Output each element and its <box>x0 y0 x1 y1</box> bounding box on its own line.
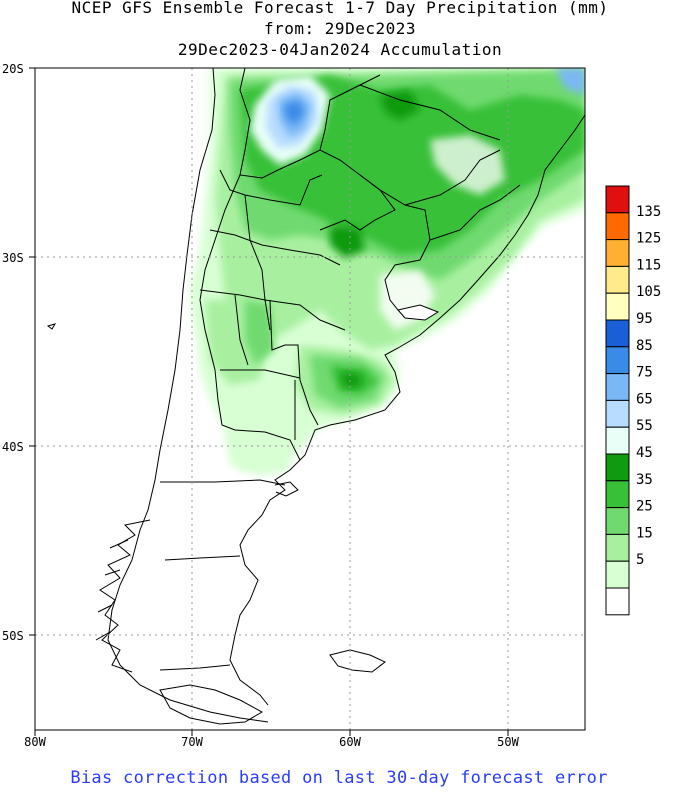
lat-label: 30S <box>2 251 24 265</box>
tierra-del-fuego <box>159 684 264 725</box>
legend-swatch <box>605 212 630 241</box>
legend-swatch <box>605 426 630 455</box>
province-border <box>159 664 231 671</box>
lon-label: 50W <box>497 735 519 749</box>
legend-label: 115 <box>636 257 661 273</box>
national-border <box>359 174 431 311</box>
lat-label: 20S <box>2 62 24 76</box>
province-border <box>160 479 286 486</box>
legend-label: 45 <box>636 445 653 461</box>
legend-swatch <box>605 453 630 482</box>
legend-swatch <box>605 560 630 589</box>
legend-swatch <box>605 587 630 616</box>
legend-label: 85 <box>636 338 653 354</box>
legend-label: 55 <box>636 418 653 434</box>
falkland-islands <box>329 649 386 673</box>
map-title: NCEP GFS Ensemble Forecast 1-7 Day Preci… <box>71 0 609 17</box>
legend-swatch <box>605 185 630 214</box>
legend-swatch <box>605 319 630 348</box>
province-border <box>164 555 241 561</box>
national-border <box>319 74 381 151</box>
legend-label: 135 <box>636 204 661 220</box>
forecast-start: from: 29Dec2023 <box>264 19 416 38</box>
legend-swatch <box>605 399 630 428</box>
lon-label: 60W <box>339 735 361 749</box>
lat-label: 40S <box>2 440 24 454</box>
lat-label: 50S <box>2 629 24 643</box>
legend-swatch <box>605 239 630 267</box>
bias-correction-note: Bias correction based on last 30-day for… <box>70 768 608 788</box>
legend-swatch <box>605 265 630 294</box>
accumulation-period: 29Dec2023-04Jan2024 Accumulation <box>177 40 503 59</box>
legend-label: 5 <box>636 552 644 568</box>
legend-swatch <box>605 373 630 401</box>
province-border <box>234 294 249 366</box>
atlantic-coastline <box>229 114 585 706</box>
legend-swatch <box>605 480 630 509</box>
province-border <box>269 299 319 426</box>
province-border <box>429 184 521 241</box>
legend-label: 75 <box>636 365 653 381</box>
province-border <box>220 369 301 379</box>
coastlines-borders <box>46 68 585 725</box>
national-border <box>219 169 323 206</box>
axis-ticks <box>29 67 509 736</box>
legend-label: 125 <box>636 231 661 247</box>
legend-label: 65 <box>636 391 653 407</box>
legend-label: 35 <box>636 472 653 488</box>
province-border <box>404 149 501 206</box>
legend-swatch <box>605 292 630 321</box>
graticule <box>35 68 585 730</box>
legend-swatch <box>605 507 630 535</box>
national-border <box>199 174 301 461</box>
lon-label: 70W <box>181 735 203 749</box>
province-border <box>199 289 346 331</box>
lon-label: 80W <box>24 735 46 749</box>
legend-label: 15 <box>636 525 653 541</box>
legend-label: 105 <box>636 284 661 300</box>
legend-label: 25 <box>636 499 653 515</box>
legend-swatch <box>605 533 630 562</box>
legend-swatch <box>605 346 630 375</box>
precipitation-field <box>190 68 585 475</box>
precipitation-legend: 135 125 115 105 95 85 75 65 55 45 35 25 15 5 <box>605 185 661 616</box>
province-border <box>359 84 501 141</box>
map-frame <box>34 67 586 731</box>
pacific-coastline <box>107 68 269 723</box>
province-border <box>244 194 271 331</box>
legend-label: 95 <box>636 311 653 327</box>
